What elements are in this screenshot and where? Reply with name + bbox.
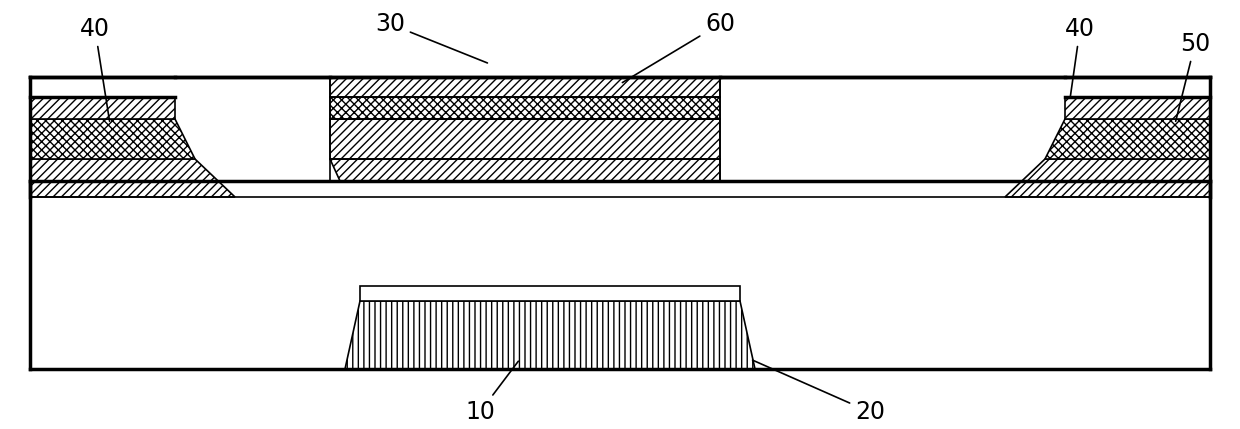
Polygon shape [345, 301, 755, 369]
Polygon shape [1045, 119, 1210, 159]
Text: 40: 40 [1065, 17, 1095, 96]
Polygon shape [330, 159, 720, 181]
Bar [30, 181, 1210, 197]
Polygon shape [330, 77, 720, 97]
Polygon shape [30, 159, 236, 197]
Polygon shape [1004, 159, 1210, 197]
Bar [30, 181, 1210, 369]
Text: 30: 30 [374, 12, 487, 63]
Polygon shape [30, 97, 175, 119]
Text: 50: 50 [1176, 32, 1210, 121]
Text: 20: 20 [753, 360, 885, 424]
Text: 60: 60 [622, 12, 735, 82]
Polygon shape [1065, 97, 1210, 119]
Polygon shape [330, 97, 720, 119]
Polygon shape [360, 286, 740, 301]
Polygon shape [330, 119, 720, 159]
Text: 10: 10 [465, 361, 518, 424]
Polygon shape [30, 119, 195, 159]
Text: 40: 40 [81, 17, 110, 121]
